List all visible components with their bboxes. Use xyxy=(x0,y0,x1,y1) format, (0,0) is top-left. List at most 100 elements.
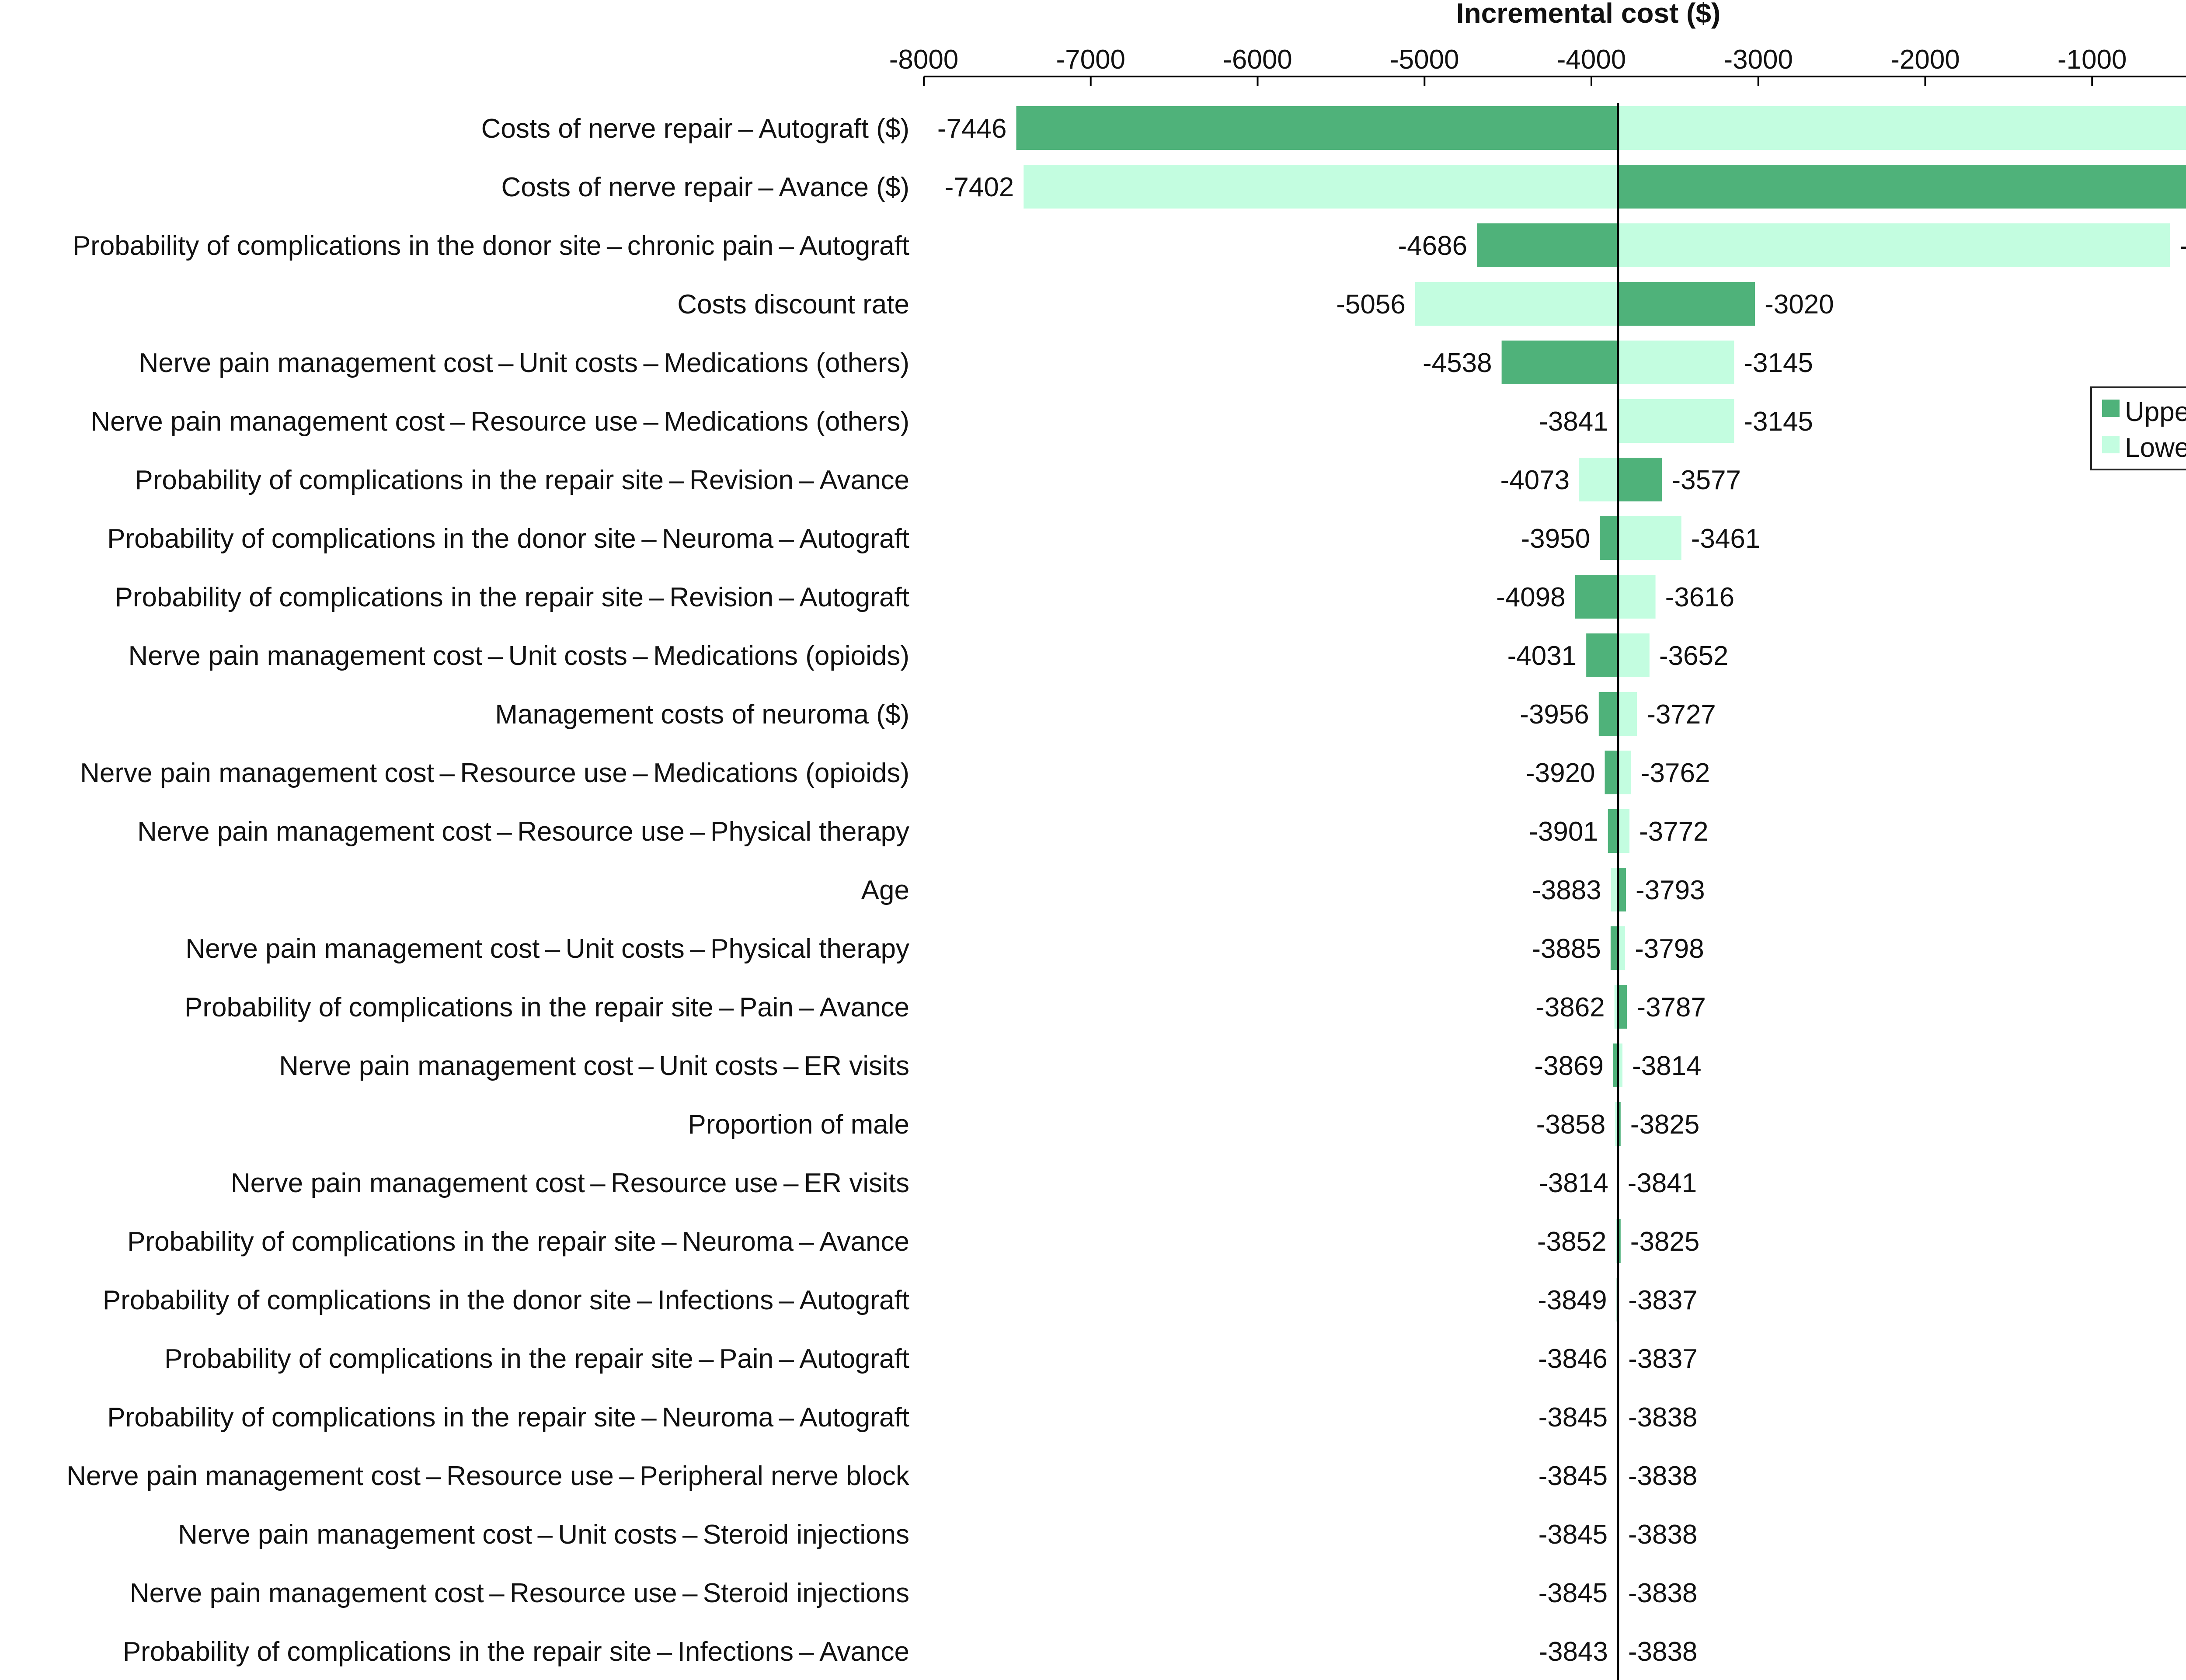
value-label-right: -3838 xyxy=(1628,1637,1698,1667)
value-label-left: -4098 xyxy=(1496,582,1566,612)
bar-right xyxy=(1618,106,2186,150)
value-label-right: -533 xyxy=(2180,231,2186,261)
row-label: Probability of complications in the dono… xyxy=(73,231,909,261)
x-tick-label: -3000 xyxy=(1723,45,1793,75)
bar-right xyxy=(1618,751,1631,794)
row-label: Nerve pain management cost – Resource us… xyxy=(66,1461,910,1491)
bar-right xyxy=(1618,165,2186,209)
row-label: Nerve pain management cost – Unit costs … xyxy=(178,1520,909,1550)
value-label-left: -3845 xyxy=(1539,1578,1608,1608)
x-tick-label: -2000 xyxy=(1890,45,1960,75)
value-label-left: -3950 xyxy=(1521,524,1591,554)
legend-label-lower: Lower limit xyxy=(2125,433,2186,463)
value-label-left: -3846 xyxy=(1538,1344,1608,1374)
value-label-left: -4073 xyxy=(1500,465,1570,495)
bar-left xyxy=(1575,575,1618,619)
value-label-left: -5056 xyxy=(1336,289,1406,320)
row-label: Probability of complications in the repa… xyxy=(184,992,909,1023)
value-label-right: -3837 xyxy=(1628,1285,1698,1315)
row-label: Nerve pain management cost – Resource us… xyxy=(80,758,909,788)
value-label-left: -3845 xyxy=(1539,1461,1608,1491)
value-label-left: -3885 xyxy=(1532,934,1601,964)
row-label: Nerve pain management cost – Unit costs … xyxy=(279,1051,909,1081)
bar-left xyxy=(1605,751,1618,794)
value-label-left: -7446 xyxy=(937,114,1007,144)
bar-right xyxy=(1618,458,1662,501)
bar-right xyxy=(1618,516,1681,560)
bar-left xyxy=(1415,282,1618,326)
bar-right xyxy=(1618,399,1734,443)
bar-left xyxy=(1477,223,1618,267)
row-label: Probability of complications in the repa… xyxy=(164,1344,909,1374)
x-axis: -8000 -7000 -6000 -5000 -4000 -3000 -2000 -1000… xyxy=(889,45,2186,86)
row-label: Probability of complications in the repa… xyxy=(127,1227,909,1257)
bar-right xyxy=(1618,633,1650,677)
bar-right xyxy=(1618,692,1637,736)
bar-right xyxy=(1618,223,2170,267)
bar-left xyxy=(1598,692,1618,736)
value-label-left: -3901 xyxy=(1529,817,1598,847)
x-tick-label: -7000 xyxy=(1056,45,1125,75)
value-label-right: -3798 xyxy=(1635,934,1704,964)
value-label-right: -3461 xyxy=(1691,524,1761,554)
value-label-left: -3814 xyxy=(1539,1168,1608,1198)
value-label-right: -3577 xyxy=(1671,465,1741,495)
value-label-left: -3841 xyxy=(1539,407,1608,437)
x-tick-label: -6000 xyxy=(1223,45,1292,75)
row-label: Management costs of neuroma ($) xyxy=(495,699,909,730)
value-label-left: -4686 xyxy=(1398,231,1468,261)
value-label-left: -3862 xyxy=(1535,992,1605,1023)
row-label: Probability of complications in the repa… xyxy=(107,1402,909,1433)
row-label: Probability of complications in the dono… xyxy=(107,524,909,554)
bar-right xyxy=(1618,868,1626,911)
bar-right xyxy=(1618,282,1755,326)
value-label-left: -4538 xyxy=(1423,348,1492,378)
value-label-right: -3652 xyxy=(1659,641,1729,671)
value-label-left: -7402 xyxy=(945,172,1014,202)
value-label-right: -3838 xyxy=(1628,1520,1698,1550)
x-axis-title: Incremental cost ($) xyxy=(1456,0,1721,29)
row-label: Costs discount rate xyxy=(677,289,909,320)
bar-left xyxy=(1016,106,1618,150)
bar-left xyxy=(1615,1102,1618,1146)
value-label-right: -3727 xyxy=(1646,699,1716,730)
value-label-right: -3145 xyxy=(1744,348,1813,378)
value-label-left: -3956 xyxy=(1520,699,1589,730)
x-tick-label: -8000 xyxy=(889,45,959,75)
row-label: Probability of complications in the repa… xyxy=(123,1637,909,1667)
row-label: Nerve pain management cost – Unit costs … xyxy=(139,348,909,378)
value-label-right: -3814 xyxy=(1632,1051,1702,1081)
bar-left xyxy=(1579,458,1618,501)
value-label-left: -4031 xyxy=(1507,641,1577,671)
row-label: Nerve pain management cost – Resource us… xyxy=(130,1578,909,1608)
value-label-right: -3837 xyxy=(1628,1344,1698,1374)
row-label: Nerve pain management cost – Resource us… xyxy=(91,407,909,437)
x-tick-label: -5000 xyxy=(1390,45,1459,75)
value-labels: -7446-237-7402-281-4686-533-5056-3020-45… xyxy=(937,114,2186,1667)
bar-left xyxy=(1586,633,1618,677)
row-label: Probability of complications in the dono… xyxy=(103,1285,909,1315)
value-label-right: -3838 xyxy=(1628,1402,1698,1433)
bar-right xyxy=(1618,809,1630,853)
value-label-left: -3858 xyxy=(1536,1110,1606,1140)
x-tick-label: -4000 xyxy=(1557,45,1626,75)
legend-label-upper: Upper limit xyxy=(2125,397,2186,427)
value-label-right: -3020 xyxy=(1765,289,1834,320)
bar-right xyxy=(1618,1102,1621,1146)
legend-swatch-lower xyxy=(2102,436,2120,453)
bar-left xyxy=(1608,809,1618,853)
value-label-right: -3825 xyxy=(1630,1110,1700,1140)
value-label-left: -3845 xyxy=(1539,1402,1608,1433)
row-label: Probability of complications in the repa… xyxy=(115,582,909,612)
bar-right xyxy=(1618,341,1734,384)
row-label: Nerve pain management cost – Resource us… xyxy=(231,1168,909,1198)
row-label: Costs of nerve repair – Avance ($) xyxy=(501,172,909,202)
bar-right xyxy=(1618,985,1627,1029)
value-label-right: -3825 xyxy=(1630,1227,1700,1257)
value-label-right: -3616 xyxy=(1665,582,1735,612)
value-label-left: -3843 xyxy=(1539,1637,1608,1667)
value-label-right: -3793 xyxy=(1636,875,1705,905)
bar-left xyxy=(1614,985,1618,1029)
value-label-right: -3838 xyxy=(1628,1461,1698,1491)
